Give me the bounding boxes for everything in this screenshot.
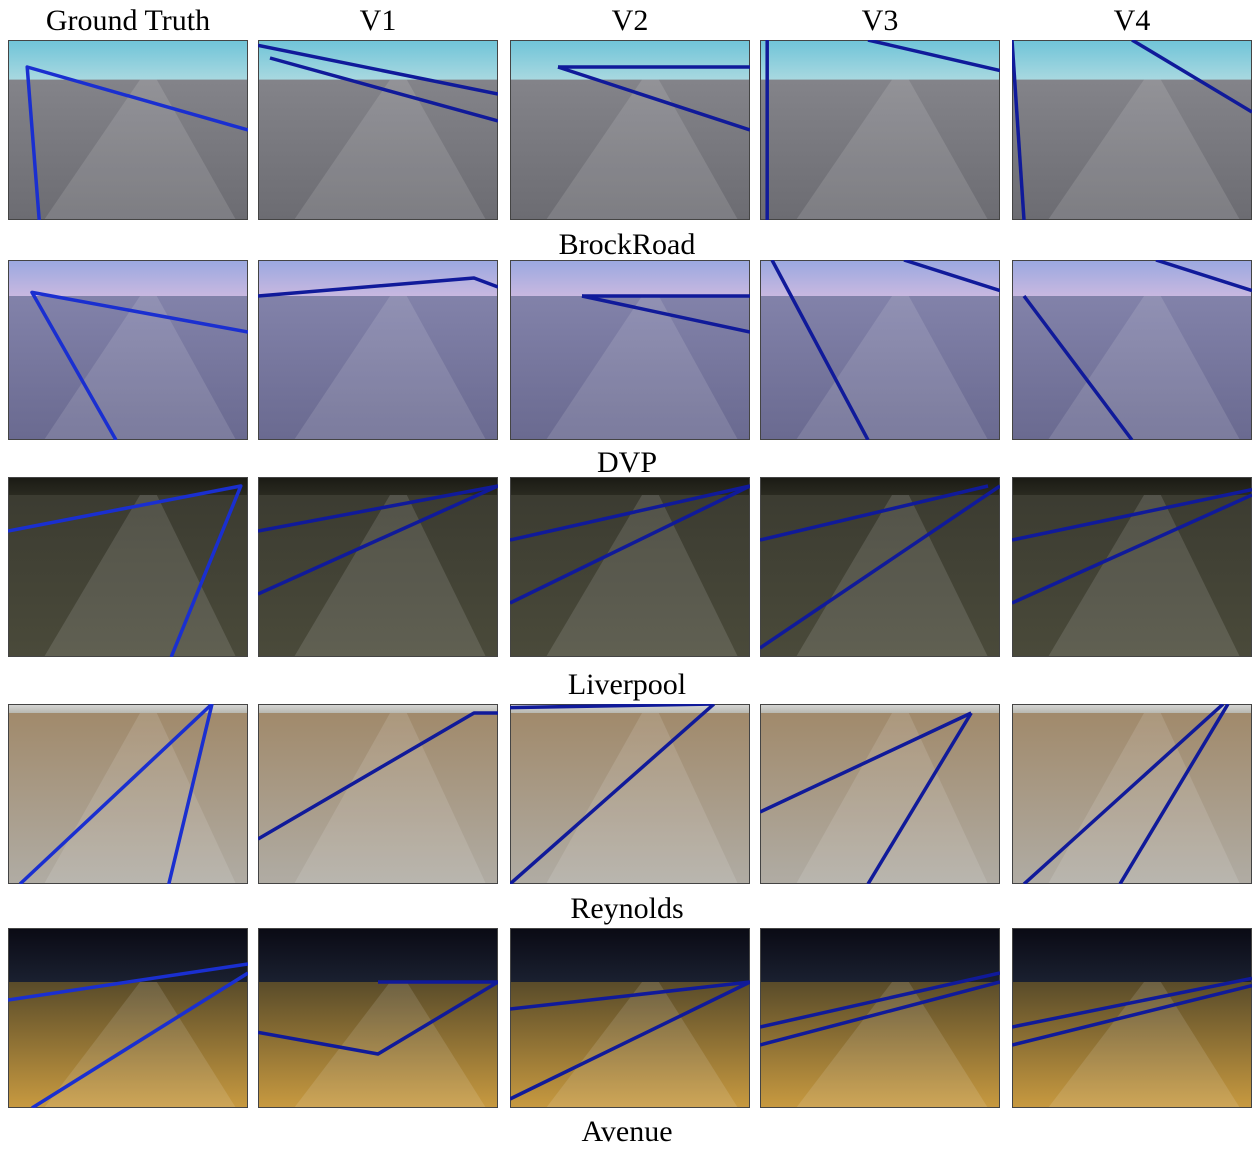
camera-frame [8,704,248,884]
camera-frame [8,928,248,1108]
column-header: V1 [258,4,498,38]
camera-frame [760,40,1000,220]
camera-frame [510,260,750,440]
row-label: DVP [0,446,1254,480]
camera-frame [510,704,750,884]
camera-frame [258,928,498,1108]
camera-frame [760,477,1000,657]
column-header: V4 [1012,4,1252,38]
camera-frame [258,260,498,440]
camera-frame [510,928,750,1108]
camera-frame [258,704,498,884]
camera-frame [1012,40,1252,220]
row-label: Liverpool [0,668,1254,702]
camera-frame [1012,928,1252,1108]
camera-frame [1012,704,1252,884]
figure: {"headers": ["Ground Truth", "V1", "V2",… [0,0,1254,1146]
row-label: BrockRoad [0,228,1254,262]
row-label: Reynolds [0,892,1254,926]
row-label: Avenue [0,1115,1254,1149]
camera-frame [8,260,248,440]
camera-frame [258,40,498,220]
camera-frame [258,477,498,657]
camera-frame [1012,260,1252,440]
camera-frame [760,260,1000,440]
column-header: V3 [760,4,1000,38]
camera-frame [760,928,1000,1108]
camera-frame [510,40,750,220]
camera-frame [8,477,248,657]
camera-frame [510,477,750,657]
camera-frame [8,40,248,220]
column-header: V2 [510,4,750,38]
camera-frame [1012,477,1252,657]
camera-frame [760,704,1000,884]
column-header: Ground Truth [8,4,248,38]
